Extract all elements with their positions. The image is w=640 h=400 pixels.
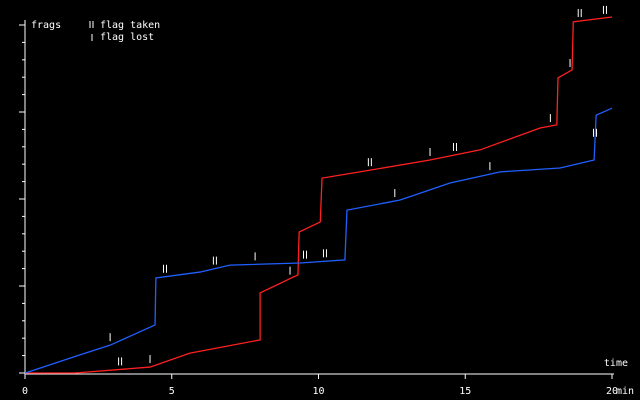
- x-tick-label: 5: [169, 386, 175, 397]
- x-axis-label: time: [604, 358, 628, 369]
- flag-taken: [162, 264, 167, 273]
- flag-taken: [212, 256, 217, 265]
- x-tick-label: 15: [459, 386, 471, 397]
- flag-taken: [118, 357, 123, 366]
- series-line: [24, 107, 613, 374]
- flag-taken: [322, 249, 327, 258]
- flag-taken: [602, 5, 607, 14]
- flag-taken: [452, 142, 457, 151]
- legend-lost: flag lost: [100, 32, 154, 43]
- x-tick-label: 0: [22, 386, 28, 397]
- x-tick-label: 20: [606, 386, 618, 397]
- legend-taken: flag taken: [100, 20, 160, 31]
- series-line: [25, 16, 613, 374]
- legend-taken-symbol: [89, 21, 94, 28]
- x-unit: min: [616, 386, 634, 397]
- x-tick-label: 10: [312, 386, 324, 397]
- y-axis-label: frags: [31, 20, 61, 31]
- flag-taken: [302, 250, 307, 259]
- flag-taken: [367, 158, 372, 167]
- flag-taken: [577, 9, 582, 18]
- flag-taken: [592, 128, 597, 137]
